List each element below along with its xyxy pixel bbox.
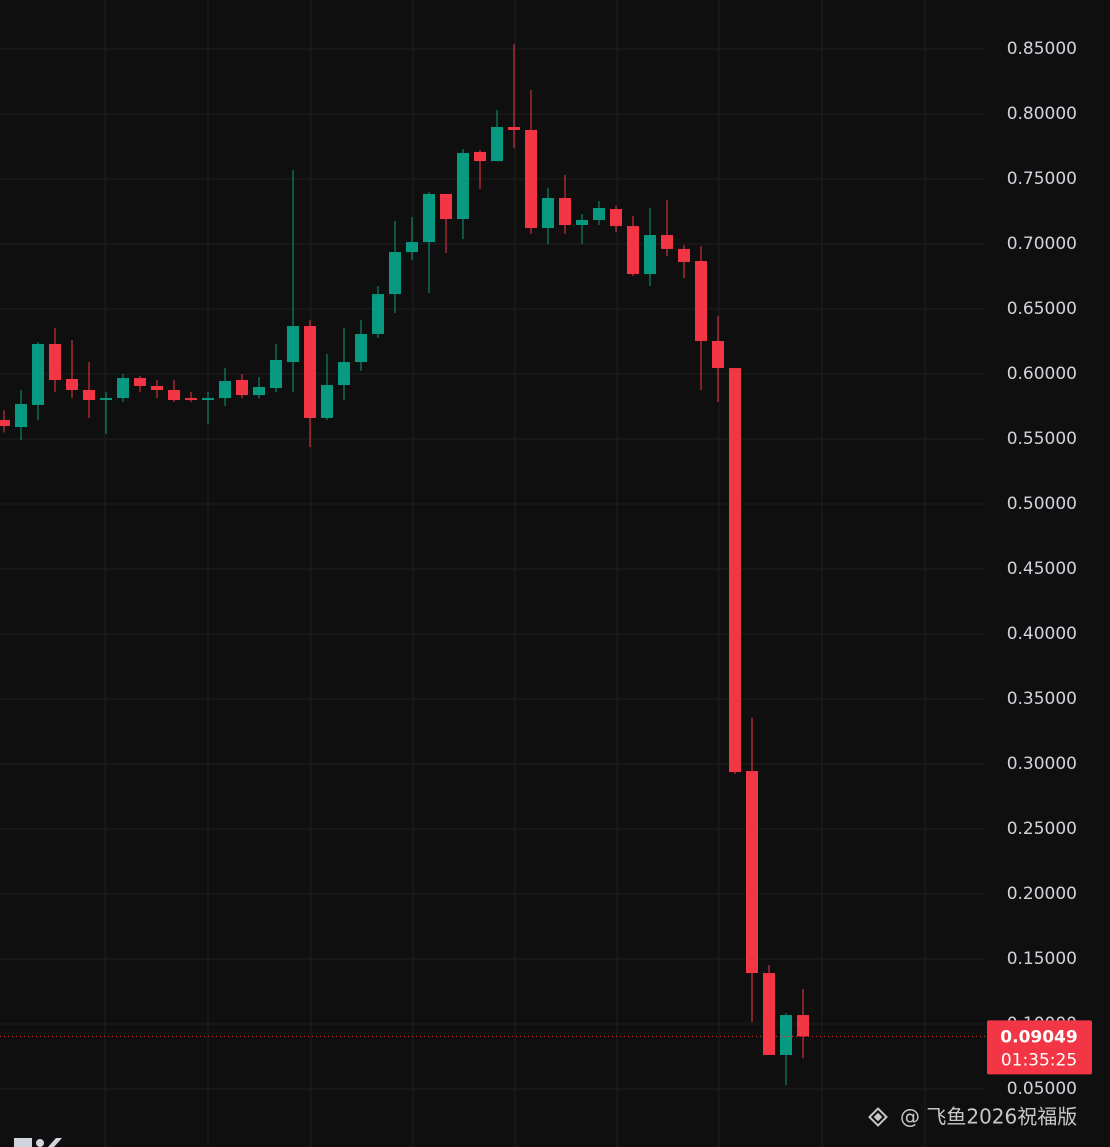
candle-body <box>457 153 469 220</box>
y-tick-label: 0.05000 <box>1007 1079 1077 1099</box>
y-tick-label: 0.30000 <box>1007 754 1077 774</box>
candle-body <box>66 378 78 391</box>
price-tag-countdown: 01:35:25 <box>1001 1050 1077 1070</box>
y-tick-label: 0.15000 <box>1007 949 1077 969</box>
candle-body <box>729 368 741 773</box>
y-tick-label: 0.55000 <box>1007 429 1077 449</box>
logo-part <box>14 1138 32 1147</box>
y-tick-label: 0.85000 <box>1007 39 1077 59</box>
candle-body <box>559 197 571 226</box>
candle-body <box>338 362 350 386</box>
y-tick-label: 0.65000 <box>1007 299 1077 319</box>
candle-body <box>202 398 214 401</box>
y-tick-label: 0.60000 <box>1007 364 1077 384</box>
y-tick-label: 0.45000 <box>1007 559 1077 579</box>
y-tick-label: 0.50000 <box>1007 494 1077 514</box>
y-tick-label: 0.40000 <box>1007 624 1077 644</box>
candle-body <box>83 390 95 401</box>
candle-body <box>474 151 486 162</box>
price-tag-value: 0.09049 <box>1000 1027 1077 1047</box>
candle-body <box>440 193 452 220</box>
candle-body <box>185 398 197 401</box>
candle-body <box>695 261 707 341</box>
candle-body <box>117 378 129 399</box>
candle-body <box>406 242 418 253</box>
watermark: @ 飞鱼2026祝福版 <box>900 1105 1077 1129</box>
tv-logo <box>14 1138 62 1147</box>
candle-body <box>389 252 401 295</box>
y-tick-label: 0.20000 <box>1007 884 1077 904</box>
vertical-grid <box>104 0 926 1147</box>
candle-body <box>134 378 146 386</box>
candle-body <box>304 326 316 418</box>
candle-body <box>508 127 520 131</box>
candle-body <box>253 387 265 396</box>
candle-body <box>542 197 554 229</box>
candle-body <box>763 973 775 1055</box>
logo-part <box>48 1138 62 1147</box>
candle-body <box>270 359 282 389</box>
candle-body <box>151 385 163 391</box>
candle-body <box>780 1015 792 1055</box>
price-tag <box>987 1020 1092 1075</box>
y-tick-label: 0.25000 <box>1007 819 1077 839</box>
candle-body <box>236 379 248 396</box>
candle-body <box>797 1015 809 1037</box>
y-tick-label: 0.75000 <box>1007 169 1077 189</box>
logo-diamond <box>868 1107 888 1127</box>
candle-body <box>168 390 180 401</box>
candle-body <box>0 420 10 427</box>
candle-body <box>525 130 537 229</box>
candle-body <box>32 343 44 405</box>
candle-body <box>593 208 605 220</box>
y-tick-label: 0.70000 <box>1007 234 1077 254</box>
candle-body <box>661 235 673 249</box>
watermark-logo <box>868 1107 888 1127</box>
candle-body <box>355 333 367 363</box>
y-tick-label: 0.80000 <box>1007 104 1077 124</box>
candle-body <box>644 235 656 275</box>
logo-part <box>36 1139 44 1147</box>
candle-body <box>746 771 758 974</box>
candle-body <box>15 404 27 428</box>
candle-body <box>423 193 435 243</box>
candle-body <box>491 127 503 162</box>
candle-body <box>100 398 112 401</box>
candle-body <box>372 294 384 334</box>
candle-body <box>321 385 333 418</box>
y-tick-label: 0.35000 <box>1007 689 1077 709</box>
candle-body <box>678 248 690 262</box>
candle-body <box>610 209 622 227</box>
candle-body <box>712 340 724 369</box>
candle-body <box>627 226 639 275</box>
candle-body <box>219 381 231 399</box>
candle-body <box>576 219 588 226</box>
candle-body <box>287 326 299 363</box>
candle-body <box>49 343 61 380</box>
logo-core <box>873 1112 883 1122</box>
